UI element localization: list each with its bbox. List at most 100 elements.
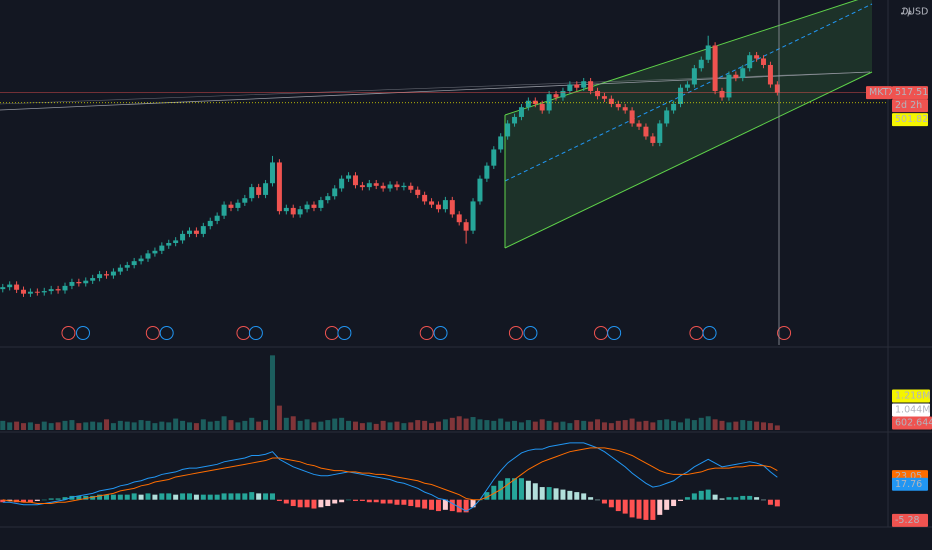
macd-histogram-bar: [657, 499, 663, 515]
volume-bar: [387, 422, 393, 430]
macd-histogram-bar: [774, 499, 780, 507]
event-marker: [523, 326, 538, 340]
volume-bar: [318, 421, 324, 430]
candle-body: [684, 84, 690, 88]
volume-bar: [415, 420, 421, 430]
volume-bar: [373, 423, 379, 430]
macd-histogram-bar: [394, 499, 400, 505]
currency: USD: [908, 7, 928, 18]
volume-bar: [138, 420, 144, 430]
volume-bar: [256, 421, 262, 430]
candle-body: [76, 281, 82, 284]
candle-body: [650, 136, 656, 143]
volume-label-box: [892, 416, 932, 430]
histogram-value-label: -5.28: [895, 515, 920, 526]
trend-line: [0, 71, 871, 111]
volume-bar: [180, 420, 186, 430]
candle-body: [263, 183, 269, 195]
volume-bar: [595, 419, 601, 430]
volume-bar: [339, 417, 345, 430]
volume-bar: [719, 420, 725, 430]
macd-histogram-bar: [346, 499, 352, 501]
macd-histogram-bar: [200, 494, 206, 500]
volume-bar: [622, 420, 628, 430]
volume-bar: [678, 422, 684, 430]
macd-histogram-bar: [180, 493, 186, 500]
macd-histogram-bar: [48, 498, 54, 500]
macd-histogram-bar: [608, 499, 614, 508]
candle-body: [104, 274, 110, 276]
volume-bar: [422, 420, 428, 430]
candle-body: [525, 100, 531, 108]
candle-body: [269, 162, 275, 184]
candle-body: [477, 178, 483, 202]
macd-histogram-bar: [7, 499, 13, 501]
volume-bar: [512, 420, 518, 430]
countdown-label-box: [892, 99, 928, 113]
macd-histogram-bar: [131, 493, 137, 500]
macd-histogram-bar: [276, 499, 282, 501]
macd-histogram-bar: [595, 499, 601, 501]
volume-bar: [429, 423, 435, 430]
candle-body: [394, 184, 400, 188]
candle-body: [55, 289, 61, 291]
candle-body: [733, 74, 739, 78]
volume-bar: [263, 420, 269, 430]
macd-histogram-bar: [339, 499, 345, 503]
event-marker: [324, 326, 339, 340]
volume-bar: [0, 420, 6, 430]
macd-histogram-bar: [228, 493, 234, 500]
candle-body: [7, 284, 13, 288]
volume-bar: [193, 423, 199, 430]
macd-histogram-bar: [124, 494, 130, 500]
volume-bar: [463, 418, 469, 430]
volume-bar: [228, 420, 234, 430]
volume-bar: [767, 423, 773, 430]
event-marker: [75, 326, 90, 340]
volume-bar: [62, 420, 68, 430]
macd-histogram-bar: [235, 493, 241, 500]
volume-bar: [283, 417, 289, 430]
candle-body: [117, 267, 123, 272]
volume-bar: [456, 416, 462, 430]
macd-histogram-bar: [449, 499, 455, 512]
candle-body: [21, 289, 27, 294]
candle-body: [512, 116, 518, 124]
macd-histogram-bar: [705, 489, 711, 500]
macd-histogram-bar: [269, 493, 275, 500]
candle-body: [131, 261, 137, 266]
event-marker: [159, 326, 174, 340]
macd-histogram-bar: [166, 493, 172, 500]
volume-bar: [173, 418, 179, 430]
macd-histogram-bar: [110, 494, 116, 500]
volume-bar: [442, 419, 448, 430]
candle-body: [297, 209, 303, 215]
candle-body: [678, 87, 684, 104]
volume-bar: [352, 421, 358, 430]
macd-histogram-bar: [442, 499, 448, 510]
macd-histogram-bar: [76, 495, 82, 500]
volume-bar: [297, 420, 303, 430]
candle-body: [664, 110, 670, 124]
candle-body: [41, 291, 47, 293]
macd-histogram-bar: [62, 497, 68, 500]
macd-histogram-bar: [318, 499, 324, 508]
volume-bar: [55, 422, 61, 430]
macd-histogram-bar: [117, 494, 123, 500]
candle-body: [14, 284, 20, 290]
event-marker: [236, 326, 251, 340]
candle-body: [408, 185, 414, 190]
volume-bar: [532, 421, 538, 430]
volume-bar: [650, 422, 656, 430]
volume-bar: [435, 421, 441, 430]
macd-value-label: 17.76: [895, 479, 922, 490]
candle-body: [193, 230, 199, 234]
candle-body: [595, 90, 601, 97]
event-marker: [248, 326, 263, 340]
candle-body: [691, 68, 697, 85]
event-marker: [607, 326, 622, 340]
volume-bar: [449, 417, 455, 430]
macd-histogram-bar: [207, 494, 213, 500]
volume-bar: [242, 420, 248, 430]
macd-histogram-bar: [622, 499, 628, 514]
